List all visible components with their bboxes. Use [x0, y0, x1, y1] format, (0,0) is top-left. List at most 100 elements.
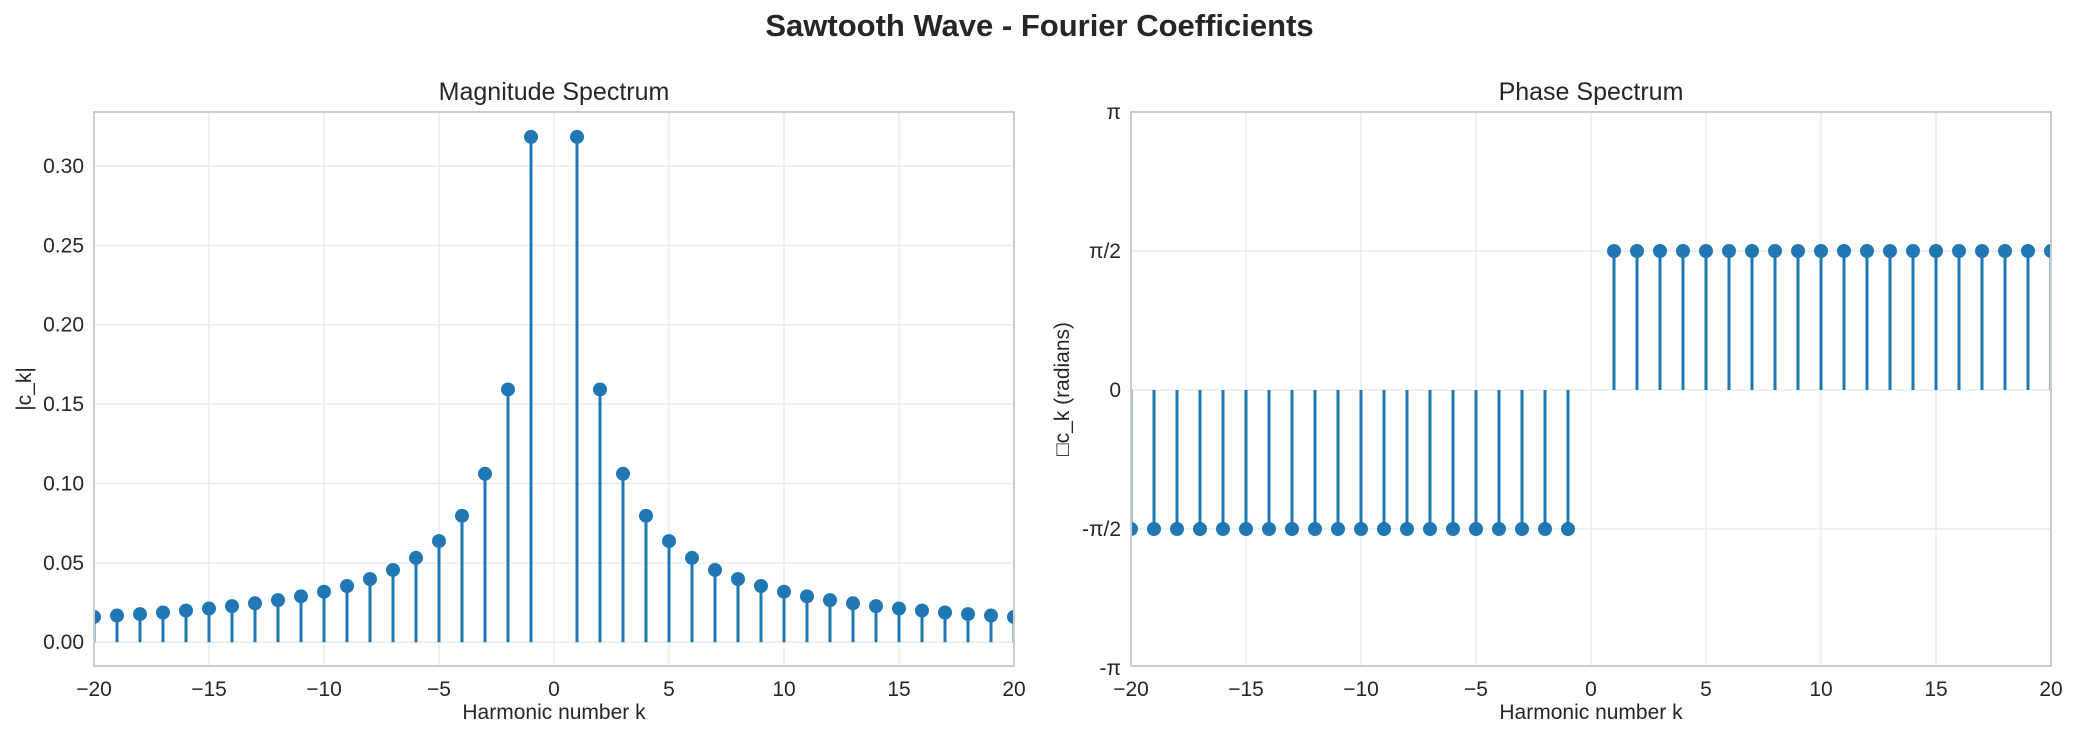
ytick-label: -π [1100, 657, 1121, 680]
ytick-label: 0.30 [43, 155, 84, 178]
phase-axes-frame [1130, 111, 2052, 667]
stem-marker [1308, 522, 1322, 536]
phase-stems [1131, 244, 2051, 536]
phase-xticks: −20 −15 −10 −5 0 5 10 15 20 [1113, 678, 2062, 701]
stem-marker [1561, 522, 1575, 536]
stem-marker [639, 508, 653, 523]
xtick-label: 0 [1585, 678, 1597, 701]
stem-marker [823, 593, 837, 608]
stem-marker [386, 562, 400, 577]
stem-marker [478, 466, 492, 481]
magnitude-stems [94, 129, 1014, 643]
magnitude-yticks: 0.00 0.05 0.10 0.15 0.20 0.25 0.30 [43, 155, 84, 654]
stem-marker [915, 603, 929, 618]
xtick-label: 15 [887, 678, 910, 701]
xtick-label: 10 [1809, 678, 1832, 701]
stem-marker [1538, 522, 1552, 536]
phase-plot: Phase Spectrum −20 −15 −10 −5 0 5 10 15 20 -π -π/… [1051, 78, 2063, 724]
stem-marker [156, 605, 170, 620]
stem-marker [2044, 244, 2051, 258]
xtick-label: −20 [1113, 678, 1149, 701]
xtick-label: −10 [306, 678, 342, 701]
ytick-label: 0.20 [43, 314, 84, 337]
stem-marker [1239, 522, 1253, 536]
ytick-label: 0.10 [43, 472, 84, 495]
stem-marker [1883, 244, 1897, 258]
stem-marker [754, 578, 768, 593]
stem-marker [1791, 244, 1805, 258]
stem-marker [409, 550, 423, 565]
stem-marker [662, 534, 676, 549]
ytick-label: 0.05 [43, 552, 84, 575]
stem-marker [593, 382, 607, 397]
stem-marker [1998, 244, 2012, 258]
stem-marker [616, 466, 630, 481]
xtick-label: −5 [427, 678, 451, 701]
magnitude-grid [94, 112, 1014, 666]
stem-marker [800, 589, 814, 604]
stem-marker [777, 584, 791, 599]
stem-marker [179, 603, 193, 618]
phase-ylabel: □c_k (radians) [1051, 322, 1074, 456]
stem-marker [94, 609, 101, 624]
magnitude-title: Magnitude Spectrum [439, 78, 670, 106]
stem-marker [1860, 244, 1874, 258]
stem-marker [1147, 522, 1161, 536]
magnitude-xlabel: Harmonic number k [462, 701, 646, 724]
stem-marker [1423, 522, 1437, 536]
stem-marker [1331, 522, 1345, 536]
stem-marker [1515, 522, 1529, 536]
stem-marker [363, 572, 377, 587]
stem-marker [317, 584, 331, 599]
stem-marker [1492, 522, 1506, 536]
ytick-label: 0.25 [43, 234, 84, 257]
stem-marker [1400, 522, 1414, 536]
stem-marker [1354, 522, 1368, 536]
stem-marker [1745, 244, 1759, 258]
ytick-label: π [1107, 101, 1122, 124]
ytick-label: -π/2 [1082, 518, 1121, 541]
stem-marker [248, 596, 262, 611]
ytick-label: 0.15 [43, 393, 84, 416]
stem-marker [1952, 244, 1966, 258]
xtick-label: −20 [76, 678, 112, 701]
ytick-label: 0 [1109, 379, 1121, 402]
stem-marker [1193, 522, 1207, 536]
xtick-label: 20 [2039, 678, 2062, 701]
stem-marker [271, 593, 285, 608]
stem-marker [1814, 244, 1828, 258]
stem-marker [1216, 522, 1230, 536]
xtick-label: −5 [1464, 678, 1488, 701]
stem-marker [1170, 522, 1184, 536]
stem-marker [432, 534, 446, 549]
xtick-label: 15 [1924, 678, 1947, 701]
stem-marker [1906, 244, 1920, 258]
stem-marker [1768, 244, 1782, 258]
stem-marker [1630, 244, 1644, 258]
stem-marker [892, 601, 906, 616]
stem-marker [1377, 522, 1391, 536]
stem-marker [846, 596, 860, 611]
stem-marker [1469, 522, 1483, 536]
stem-marker [340, 578, 354, 593]
stem-marker [961, 607, 975, 622]
stem-marker [685, 550, 699, 565]
stem-marker [1975, 244, 1989, 258]
stem-marker [708, 562, 722, 577]
xtick-label: −15 [191, 678, 227, 701]
ytick-label: π/2 [1089, 240, 1121, 263]
stem-marker [1653, 244, 1667, 258]
magnitude-ylabel: |c_k| [13, 367, 36, 411]
figure-title: Sawtooth Wave - Fourier Coefficients [765, 8, 1314, 43]
stem-marker [1722, 244, 1736, 258]
xtick-label: 20 [1002, 678, 1025, 701]
stem-marker [202, 601, 216, 616]
stem-marker [455, 508, 469, 523]
xtick-label: 5 [1700, 678, 1712, 701]
xtick-label: 0 [548, 678, 560, 701]
stem-marker [1929, 244, 1943, 258]
phase-yticks: -π -π/2 0 π/2 π [1082, 101, 1121, 680]
stem-marker [1676, 244, 1690, 258]
stem-marker [133, 607, 147, 622]
stem-marker [1607, 244, 1621, 258]
